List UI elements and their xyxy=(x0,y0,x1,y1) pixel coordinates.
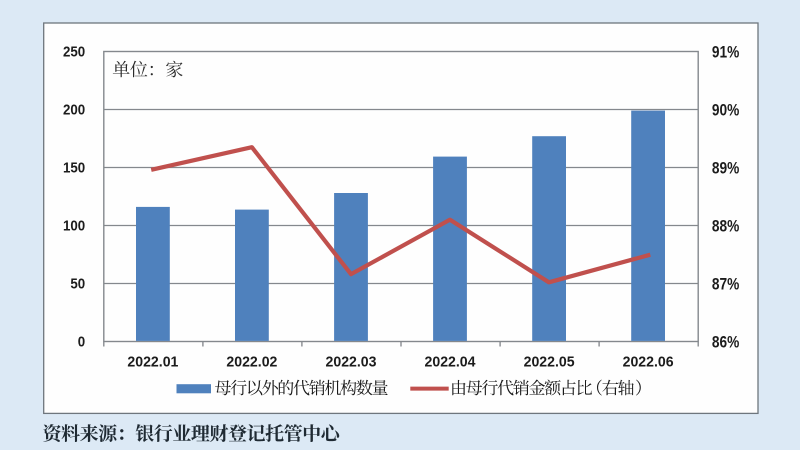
svg-text:89%: 89% xyxy=(712,159,740,178)
svg-text:88%: 88% xyxy=(712,217,740,236)
svg-text:50: 50 xyxy=(70,276,85,292)
svg-text:91%: 91% xyxy=(712,43,740,62)
svg-text:90%: 90% xyxy=(712,101,740,120)
svg-text:2022.06: 2022.06 xyxy=(623,355,674,371)
svg-text:2022.02: 2022.02 xyxy=(226,355,277,371)
svg-text:2022.03: 2022.03 xyxy=(326,355,377,371)
svg-text:87%: 87% xyxy=(712,275,740,294)
svg-text:150: 150 xyxy=(63,160,85,176)
svg-text:250: 250 xyxy=(63,44,85,60)
svg-text:2022.05: 2022.05 xyxy=(524,355,575,371)
svg-text:200: 200 xyxy=(63,102,85,118)
svg-text:2022.04: 2022.04 xyxy=(425,355,477,371)
svg-text:86%: 86% xyxy=(712,333,740,352)
svg-text:2022.01: 2022.01 xyxy=(127,355,178,371)
svg-text:100: 100 xyxy=(63,218,85,234)
svg-text:0: 0 xyxy=(78,334,85,350)
